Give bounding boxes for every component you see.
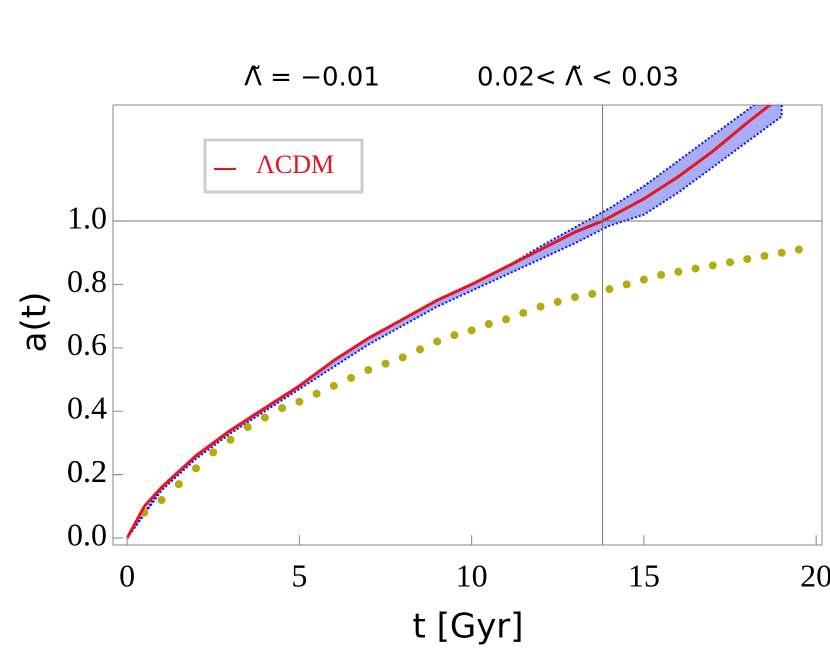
point	[157, 495, 166, 504]
x-tick-label: 0	[119, 557, 135, 593]
y-tick-label: 0.2	[67, 453, 107, 489]
point	[519, 308, 528, 317]
point	[260, 413, 269, 422]
point	[639, 275, 648, 284]
point	[226, 435, 235, 444]
y-axis-label: a(t)	[15, 292, 55, 353]
series-label: 0.02< Λ̃ < 0.03	[477, 63, 679, 93]
point	[174, 480, 183, 489]
point	[553, 297, 562, 306]
point	[622, 280, 631, 289]
x-tick-label: 20	[800, 557, 830, 593]
point	[588, 289, 597, 298]
y-tick-label: 0.8	[67, 263, 107, 299]
point	[691, 264, 700, 273]
point	[502, 315, 511, 324]
point	[433, 337, 442, 346]
point	[278, 404, 287, 413]
point	[536, 302, 545, 311]
series-label: Λ̃ = −0.01	[244, 63, 380, 93]
point	[726, 258, 735, 267]
point	[467, 326, 476, 335]
y-tick-label: 0.6	[67, 326, 107, 362]
point	[312, 389, 321, 398]
y-tick-label: 0.4	[67, 390, 107, 426]
y-tick-label: 0.0	[67, 516, 107, 552]
point	[777, 248, 786, 257]
point	[605, 285, 614, 294]
point	[743, 255, 752, 264]
y-tick-label: 1.0	[67, 199, 107, 235]
y-tick-label: 0.2	[67, 453, 107, 489]
point	[243, 423, 252, 432]
point	[760, 251, 769, 260]
point	[398, 353, 407, 362]
line	[125, 105, 773, 539]
point	[794, 245, 803, 254]
point	[657, 270, 666, 279]
point	[708, 261, 717, 270]
x-axis-label: t [Gyr]	[412, 607, 523, 647]
point	[415, 345, 424, 354]
point	[570, 293, 579, 302]
point	[209, 448, 218, 457]
point	[192, 464, 201, 473]
x-tick-label: 15	[628, 557, 660, 593]
legend-box	[203, 138, 364, 194]
point	[484, 320, 493, 329]
point	[381, 359, 390, 368]
x-tick-label: 5	[291, 557, 307, 593]
point	[295, 397, 304, 406]
plot-area	[125, 105, 803, 539]
point	[674, 267, 683, 276]
legend-label: ΛCDM	[256, 150, 334, 179]
x-tick-label: 10	[456, 557, 488, 593]
plot-frame	[112, 104, 823, 546]
point	[347, 373, 356, 382]
point	[450, 331, 459, 340]
point	[329, 381, 338, 390]
point	[364, 366, 373, 375]
